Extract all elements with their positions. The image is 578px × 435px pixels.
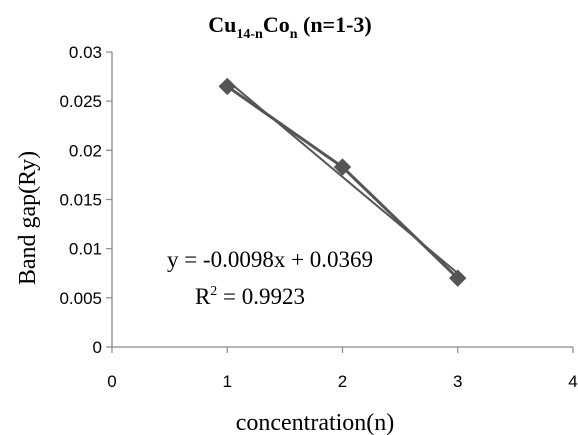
trendline-equation: y = -0.0098x + 0.0369	[167, 247, 373, 272]
y-tick-label: 0	[93, 338, 102, 357]
y-tick-label: 0.01	[69, 240, 102, 259]
x-axis-title: concentration(n)	[236, 410, 395, 435]
title-sub1: 14-n	[236, 27, 263, 42]
x-tick-label: 2	[338, 372, 347, 391]
title-base1: Cu	[208, 12, 236, 37]
r2-value: = 0.9923	[217, 284, 305, 309]
y-axis-title: Band gap(Ry)	[15, 151, 41, 285]
r2-superscript: 2	[210, 284, 217, 299]
title-suffix: (n=1-3)	[298, 12, 372, 37]
y-tick-label: 0.005	[59, 289, 102, 308]
data-point-marker	[333, 158, 352, 176]
x-tick-label: 0	[107, 372, 116, 391]
data-point-marker	[449, 269, 467, 287]
trendline-layer	[226, 79, 459, 275]
y-tick-label: 0.03	[69, 43, 102, 62]
x-tick-label: 1	[223, 372, 232, 391]
x-axis-ticks: 0 1 2 3 4	[107, 347, 578, 391]
x-tick-label: 4	[568, 372, 577, 391]
title-sub2: n	[290, 27, 298, 42]
axes	[111, 52, 573, 348]
y-tick-label: 0.025	[59, 92, 102, 111]
title-base2: Co	[263, 12, 290, 37]
y-tick-label: 0.015	[59, 191, 102, 210]
y-axis-ticks: 0 0.005 0.01 0.015 0.02 0.025 0.03	[59, 43, 112, 357]
r2-prefix: R	[195, 284, 211, 309]
x-tick-label: 3	[453, 372, 462, 391]
r-squared-label: R2 = 0.9923	[195, 284, 305, 309]
chart-title: Cu14-nCon (n=1-3)	[208, 12, 372, 42]
y-tick-label: 0.02	[69, 141, 102, 160]
trendline	[226, 79, 459, 275]
